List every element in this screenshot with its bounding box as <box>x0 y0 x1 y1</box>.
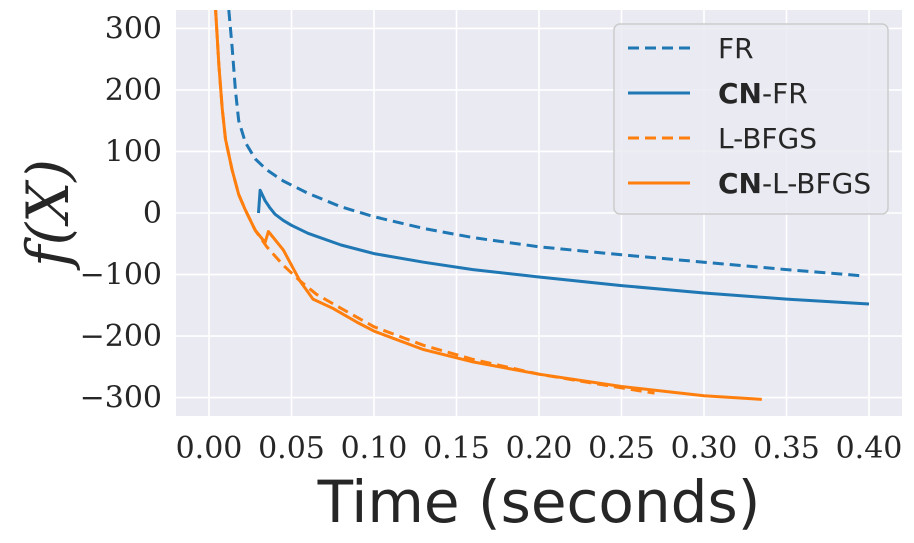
y-tick-label: 200 <box>105 73 162 108</box>
x-tick-label: 0.05 <box>258 431 325 466</box>
y-tick-label: 300 <box>105 11 162 46</box>
series-lines <box>214 10 870 401</box>
y-tick-label: −200 <box>80 319 162 354</box>
x-tick-label: 0.35 <box>753 431 820 466</box>
y-tick-label: −300 <box>80 381 162 416</box>
legend-label-text: L-BFGS <box>718 122 817 155</box>
legend-label-text: FR <box>718 32 754 65</box>
legend-label: L-BFGS <box>718 122 817 155</box>
y-tick-label: 100 <box>105 134 162 169</box>
x-tick-label: 0.40 <box>836 431 903 466</box>
legend-label: CN-L-BFGS <box>718 167 871 200</box>
x-tick-label: 0.10 <box>341 431 408 466</box>
legend-label: CN-FR <box>718 77 808 110</box>
y-tick-label: −100 <box>80 258 162 293</box>
series-line-cn-fr <box>257 188 870 306</box>
legend-label: FR <box>718 32 754 65</box>
x-tick-label: 0.20 <box>506 431 573 466</box>
legend-box <box>613 23 889 215</box>
y-tick-labels: 300 200 100 0 −100 −200 −300 <box>80 11 162 415</box>
legend-label-bold: CN <box>718 77 762 110</box>
y-tick-label: 0 <box>143 196 162 231</box>
x-tick-labels: 0.00 0.05 0.10 0.15 0.20 0.25 0.30 0.35 0.40 <box>176 431 903 466</box>
x-tick-label: 0.00 <box>176 431 243 466</box>
legend-label-text: -L-BFGS <box>762 167 871 200</box>
x-tick-label: 0.15 <box>423 431 490 466</box>
x-axis-label: Time (seconds) <box>317 468 761 536</box>
series-line-fr <box>227 10 861 278</box>
x-tick-label: 0.25 <box>588 431 655 466</box>
series-line-cn-l-bfgs <box>214 10 762 401</box>
legend-label-bold: CN <box>718 167 762 200</box>
legend-label-text: -FR <box>762 77 808 110</box>
y-axis-label: f(X) <box>14 159 82 271</box>
x-tick-label: 0.30 <box>671 431 738 466</box>
